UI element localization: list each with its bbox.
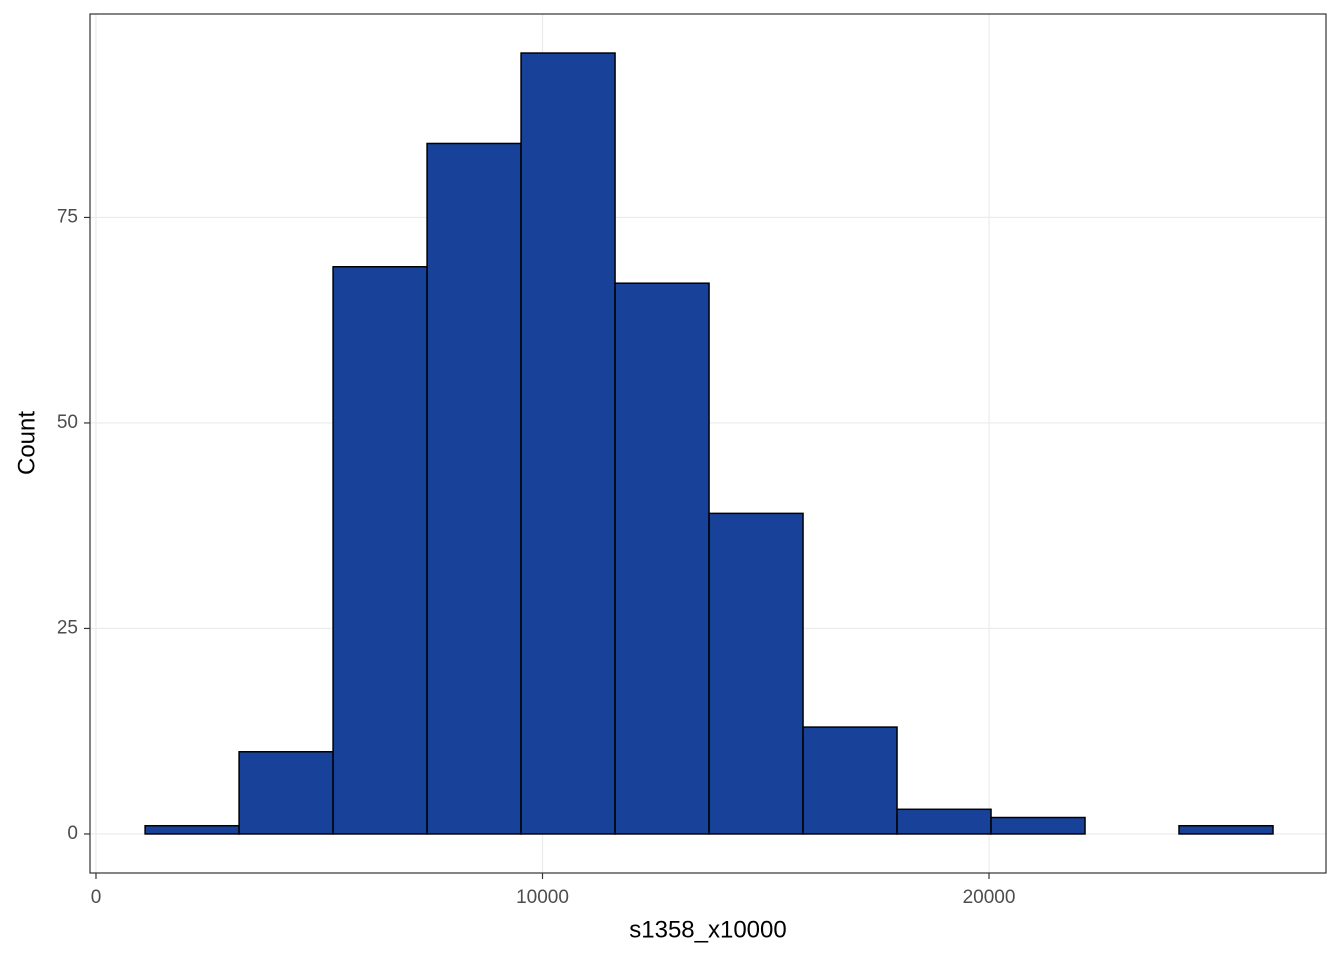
bar: [614, 282, 710, 835]
y-tick-label: 0: [67, 823, 78, 844]
y-tick-label: 50: [57, 412, 78, 433]
y-tick-label: 25: [57, 617, 78, 638]
bar: [802, 726, 898, 835]
panel-border: [89, 13, 1327, 874]
bar: [332, 266, 428, 835]
x-tick-label: 10000: [516, 887, 569, 908]
bars: [144, 52, 1274, 835]
bar: [896, 808, 992, 835]
bar: [1178, 824, 1274, 835]
x-tick-label: 20000: [963, 887, 1016, 908]
x-axis-label: s1358_x10000: [629, 916, 786, 943]
x-tick-label: 0: [91, 887, 102, 908]
bar: [990, 816, 1086, 835]
bar: [144, 824, 240, 835]
axes: 0 10000 20000 0 25 50 75: [57, 13, 1327, 908]
y-tick-label: 75: [57, 206, 78, 227]
bar: [426, 142, 522, 835]
bar: [520, 52, 616, 835]
bar: [238, 751, 334, 835]
y-axis-label: Count: [13, 411, 40, 475]
bar: [708, 512, 804, 835]
